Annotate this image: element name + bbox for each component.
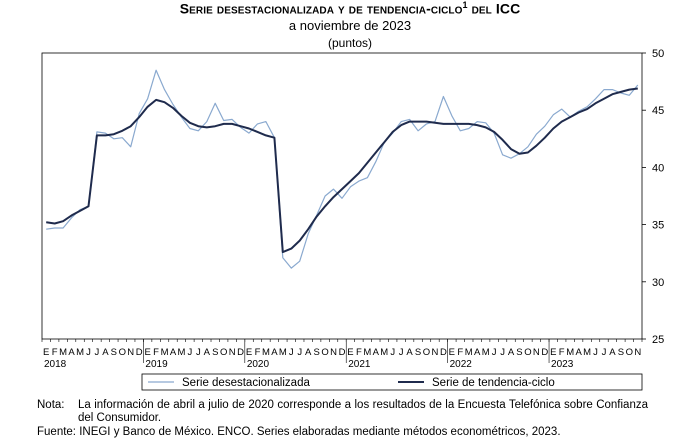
y-tick-label: 25 xyxy=(652,334,664,346)
chart-units: (puntos) xyxy=(327,36,373,50)
x-month-label: S xyxy=(415,347,421,358)
legend-label-1: Serie de tendencia-ciclo xyxy=(432,377,555,389)
x-month-label: M xyxy=(279,347,287,358)
x-month-label: M xyxy=(482,347,490,358)
x-month-label: J xyxy=(86,347,91,358)
x-month-label: D xyxy=(440,347,447,358)
source-text: Fuente: INEGI y Banco de México. ENCO. S… xyxy=(37,426,561,438)
chart-title: Serie desestacionalizada y de tendencia-… xyxy=(0,0,700,17)
x-month-label: E xyxy=(449,347,455,358)
x-month-label: F xyxy=(457,347,463,358)
x-month-label: E xyxy=(246,347,252,358)
x-month-label: O xyxy=(119,347,126,358)
x-month-label: N xyxy=(229,347,236,358)
x-month-label: N xyxy=(634,347,641,358)
x-month-label: M xyxy=(177,347,185,358)
x-month-label: S xyxy=(111,347,117,358)
x-month-label: J xyxy=(500,347,505,358)
x-month-label: N xyxy=(330,347,337,358)
x-month-label: F xyxy=(559,347,565,358)
chart-title-main: Serie desestacionalizada y de tendencia-… xyxy=(179,0,463,17)
series-line-0 xyxy=(46,69,639,269)
x-year-label: 2021 xyxy=(348,359,371,370)
x-month-label: E xyxy=(43,347,49,358)
x-month-label: F xyxy=(52,347,58,358)
x-month-label: J xyxy=(297,347,302,358)
y-tick-label: 40 xyxy=(652,162,664,174)
x-month-label: F xyxy=(153,347,159,358)
x-month-label: M xyxy=(76,347,84,358)
x-month-label: A xyxy=(508,347,515,358)
x-month-label: J xyxy=(390,347,395,358)
x-year-label: 2019 xyxy=(145,359,168,370)
x-month-label: M xyxy=(583,347,591,358)
x-month-label: J xyxy=(593,347,598,358)
x-month-label: M xyxy=(363,347,371,358)
y-tick-label: 35 xyxy=(652,220,664,232)
chart-title-end: del ICC xyxy=(467,0,521,17)
x-month-label: M xyxy=(59,347,67,358)
x-month-label: M xyxy=(262,347,270,358)
chart-subtitle: a noviembre de 2023 xyxy=(288,18,412,33)
x-month-label: J xyxy=(289,347,294,358)
y-tick-label: 45 xyxy=(652,105,664,117)
chart-title-superscript: 1 xyxy=(462,0,468,10)
x-month-label: S xyxy=(313,347,319,358)
x-month-label: A xyxy=(170,347,177,358)
x-month-label: A xyxy=(406,347,413,358)
x-month-label: J xyxy=(399,347,404,358)
x-month-label: F xyxy=(356,347,362,358)
x-month-label: S xyxy=(618,347,624,358)
series-line-1 xyxy=(46,87,638,254)
x-month-label: J xyxy=(492,347,497,358)
y-tick-label: 30 xyxy=(652,277,664,289)
x-month-label: D xyxy=(136,347,143,358)
x-month-label: D xyxy=(339,347,346,358)
x-month-label: O xyxy=(220,347,227,358)
x-month-label: O xyxy=(321,347,328,358)
x-month-label: E xyxy=(347,347,353,358)
x-month-label: M xyxy=(161,347,169,358)
x-month-label: J xyxy=(196,347,201,358)
x-month-label: A xyxy=(575,347,582,358)
x-month-label: J xyxy=(602,347,607,358)
x-month-label: O xyxy=(626,347,633,358)
x-month-label: D xyxy=(237,347,244,358)
x-month-label: S xyxy=(516,347,522,358)
x-month-label: A xyxy=(474,347,481,358)
legend-label-0: Serie desestacionalizada xyxy=(182,377,310,389)
x-year-label: 2020 xyxy=(247,359,270,370)
x-month-label: M xyxy=(566,347,574,358)
x-month-label: F xyxy=(255,347,261,358)
x-month-label: J xyxy=(95,347,100,358)
x-month-label: A xyxy=(204,347,211,358)
x-month-label: M xyxy=(465,347,473,358)
x-month-label: E xyxy=(550,347,556,358)
x-month-label: A xyxy=(68,347,75,358)
x-year-label: 2018 xyxy=(44,359,67,370)
x-month-label: O xyxy=(524,347,531,358)
x-year-label: 2022 xyxy=(450,359,473,370)
x-month-label: S xyxy=(212,347,218,358)
plot-frame xyxy=(41,52,643,340)
legend-box xyxy=(141,373,643,391)
x-year-label: 2023 xyxy=(551,359,574,370)
x-month-label: N xyxy=(533,347,540,358)
x-month-label: E xyxy=(144,347,150,358)
x-month-label: N xyxy=(432,347,439,358)
x-month-label: D xyxy=(541,347,548,358)
x-month-label: N xyxy=(127,347,134,358)
y-tick-label: 50 xyxy=(652,48,664,60)
x-month-label: M xyxy=(380,347,388,358)
x-month-label: A xyxy=(609,347,616,358)
x-month-label: A xyxy=(373,347,380,358)
note-label: Nota: xyxy=(37,399,65,411)
x-month-label: A xyxy=(305,347,312,358)
x-month-label: O xyxy=(423,347,430,358)
note-text: La información de abril a julio de 2020 … xyxy=(78,399,648,424)
x-month-label: A xyxy=(271,347,278,358)
x-month-label: A xyxy=(102,347,109,358)
x-month-label: J xyxy=(188,347,193,358)
